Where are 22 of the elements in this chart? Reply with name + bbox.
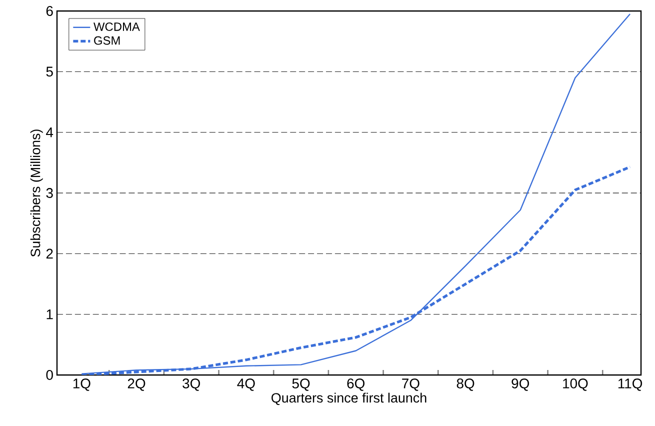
x-tick-label: 3Q xyxy=(182,378,200,391)
x-tick-label: 10Q xyxy=(563,378,588,391)
x-tick-label: 2Q xyxy=(128,378,146,391)
y-tick-label: 1 xyxy=(46,310,53,320)
y-tick-label: 6 xyxy=(46,6,53,16)
legend-label: GSM xyxy=(94,36,120,45)
y-tick-label: 3 xyxy=(46,188,53,198)
x-tick-label: 5Q xyxy=(292,378,310,391)
y-axis-title: Subscribers (Millions) xyxy=(30,130,43,257)
y-tick-label: 4 xyxy=(46,128,54,138)
legend-label: WCDMA xyxy=(94,22,140,31)
x-tick-label: 7Q xyxy=(402,378,420,391)
x-tick-label: 4Q xyxy=(237,378,255,391)
x-tick-label: 11Q xyxy=(618,378,642,391)
x-tick-label: 9Q xyxy=(512,378,530,391)
x-tick-label: 8Q xyxy=(456,378,474,391)
y-tick-label: 2 xyxy=(46,248,53,259)
x-tick-label: 6Q xyxy=(347,378,364,391)
y-tick-label: 0 xyxy=(46,370,53,380)
x-axis-title: Quarters since first launch xyxy=(272,392,426,406)
y-tick-label: 5 xyxy=(46,66,53,77)
x-tick-label: 1Q xyxy=(73,378,90,391)
